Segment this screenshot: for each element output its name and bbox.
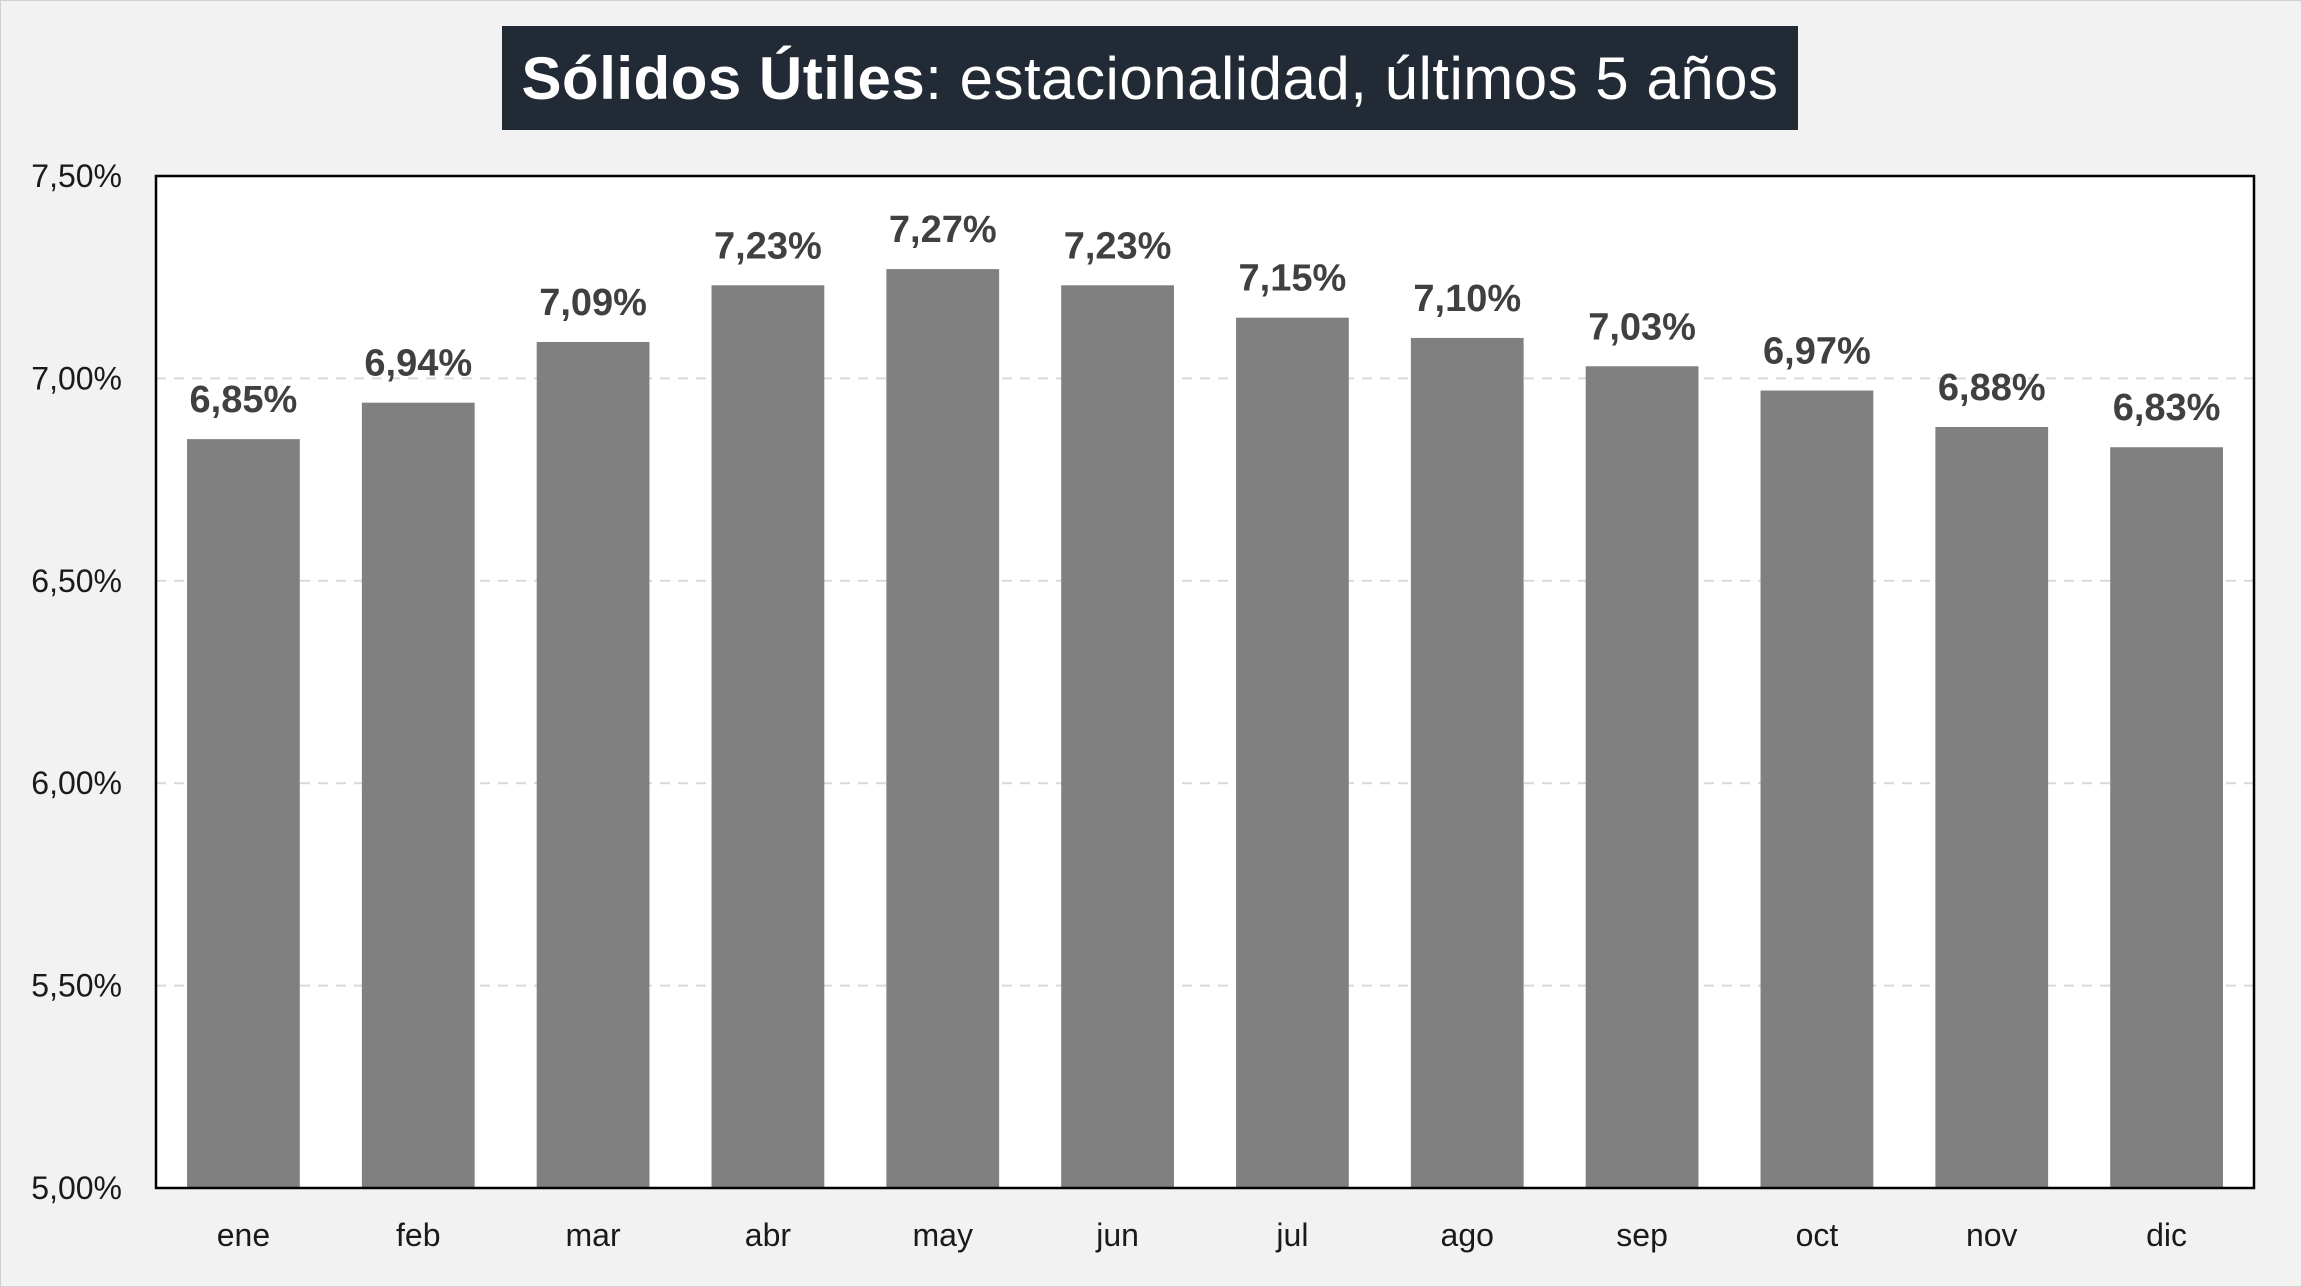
bar: [2110, 447, 2223, 1188]
bar: [536, 341, 650, 1188]
data-label: 7,15%: [1239, 258, 1347, 300]
data-label: 7,23%: [1064, 225, 1172, 267]
data-label: 6,97%: [1763, 331, 1871, 373]
y-tick-label: 5,00%: [31, 1170, 122, 1206]
bar: [1410, 337, 1524, 1188]
x-tick-label: abr: [745, 1217, 792, 1253]
x-tick-label: may: [913, 1217, 973, 1253]
x-tick-label: oct: [1796, 1217, 1839, 1253]
data-label: 7,09%: [539, 282, 647, 324]
x-tick-label: dic: [2146, 1217, 2187, 1253]
x-tick-label: feb: [396, 1217, 440, 1253]
x-tick-label: mar: [566, 1217, 621, 1253]
x-tick-label: sep: [1616, 1217, 1668, 1253]
bar: [886, 269, 1000, 1188]
bar: [1061, 285, 1174, 1188]
bar: [361, 402, 475, 1188]
y-tick-label: 7,00%: [31, 360, 122, 396]
x-tick-label: ene: [217, 1217, 270, 1253]
data-label: 7,10%: [1413, 278, 1521, 320]
x-tick-label: jun: [1095, 1217, 1139, 1253]
y-tick-label: 6,50%: [31, 563, 122, 599]
data-label: 7,03%: [1588, 306, 1696, 348]
x-tick-label: nov: [1966, 1217, 2018, 1253]
chart-title-bold: Sólidos Útiles: [521, 44, 926, 112]
y-tick-label: 5,50%: [31, 968, 122, 1004]
x-tick-label: jul: [1275, 1217, 1308, 1253]
data-label: 7,23%: [714, 225, 822, 267]
y-tick-label: 7,50%: [31, 158, 122, 194]
chart-title: Sólidos Útiles: estacionalidad, últimos …: [502, 26, 1798, 130]
chart-title-rest: : estacionalidad, últimos 5 años: [925, 44, 1779, 112]
plot-area: [156, 176, 2254, 1188]
bar: [187, 439, 300, 1188]
data-label: 6,83%: [2113, 387, 2221, 429]
data-label: 7,27%: [889, 209, 997, 251]
bar: [1585, 366, 1699, 1189]
y-tick-label: 6,00%: [31, 765, 122, 801]
bar: [1236, 317, 1349, 1188]
data-label: 6,88%: [1938, 367, 2046, 409]
bar: [1760, 390, 1874, 1188]
plot-border: [154, 174, 2256, 1190]
bar: [711, 285, 825, 1188]
data-label: 6,85%: [190, 379, 298, 421]
bar: [1935, 426, 2049, 1188]
x-tick-label: ago: [1441, 1217, 1494, 1253]
data-label: 6,94%: [364, 343, 472, 385]
